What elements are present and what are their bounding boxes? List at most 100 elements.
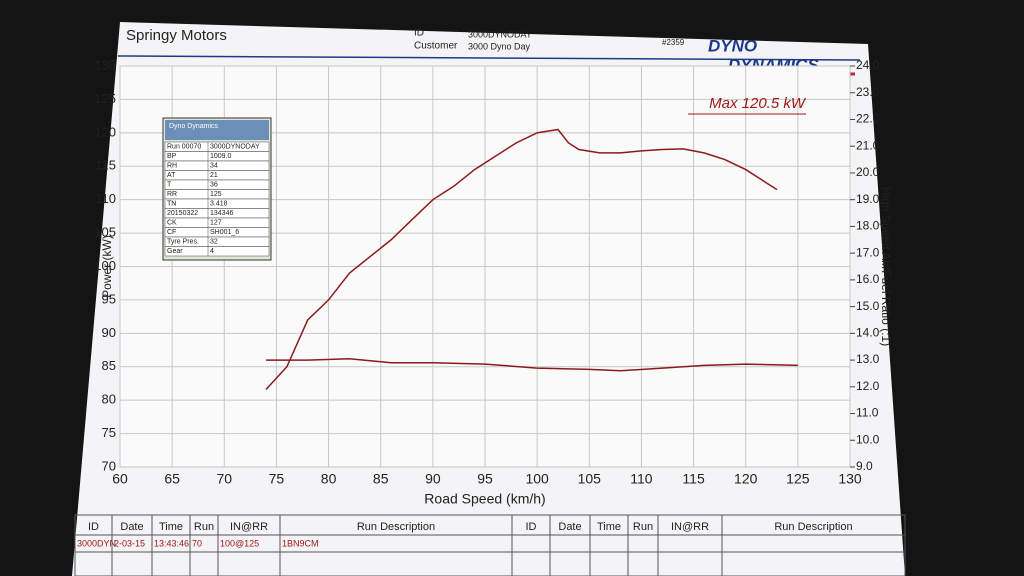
x-tick-label: 60 (112, 471, 128, 487)
table-header: IN@RR (671, 521, 709, 533)
y2-tick-label: 18.0 (856, 219, 880, 233)
table-header: Date (558, 521, 581, 533)
table-header: ID (526, 521, 537, 533)
company: Springy Motors (126, 27, 227, 44)
table-cell: 100@125 (220, 538, 259, 548)
y2-tick-label: 11.0 (856, 406, 879, 420)
info-box-title-bg (165, 120, 269, 140)
table-header: Time (159, 521, 183, 533)
x-axis-label: Road Speed (km/h) (424, 491, 545, 507)
info-key: Run 00070 (167, 144, 201, 151)
y2-tick-label: 12.0 (856, 379, 880, 393)
info-key: RR (167, 191, 177, 198)
customer-value: 3000 Dyno Day (468, 41, 531, 51)
info-key: Gear (167, 248, 183, 255)
y2-tick-label: 22.0 (856, 112, 880, 126)
table-cell: 13:43:46 (154, 538, 189, 548)
y2-tick-label: 16.0 (856, 272, 880, 286)
y-tick-label: 95 (102, 291, 116, 306)
info-value: 125 (210, 191, 222, 198)
y2-tick-label: 20.0 (856, 165, 880, 179)
table-header: Run (194, 521, 214, 533)
info-key: Tyre Pres. (167, 239, 199, 246)
y-tick-label: 80 (102, 392, 116, 407)
x-tick-label: 110 (630, 471, 653, 487)
y-tick-label: 70 (102, 458, 116, 473)
table-header: Date (120, 521, 143, 533)
y-tick-label: 130 (94, 57, 116, 72)
y-tick-label: 85 (102, 358, 116, 373)
info-box-title: Dyno Dynamics (169, 123, 219, 130)
info-value: 3.418 (210, 201, 228, 208)
info-value: 3000DYNODAY (210, 144, 260, 151)
y2-tick-label: 19.0 (856, 192, 880, 206)
y2-axis-label: High Speed Air/Fuel Ratio (:1) (879, 187, 893, 346)
y2-tick-label: 14.0 (856, 326, 880, 340)
y2-tick-label: 17.0 (856, 245, 880, 259)
info-value: 32 (210, 239, 218, 246)
y2-tick-label: 9.0 (856, 459, 873, 473)
y-tick-label: 110 (95, 191, 116, 206)
info-key: RH (167, 163, 177, 170)
id-value: 3000DYNODAY (468, 29, 532, 39)
x-tick-label: 75 (269, 471, 285, 487)
x-tick-label: 80 (321, 471, 337, 487)
x-tick-label: 70 (216, 471, 232, 487)
header-rule (117, 55, 861, 61)
y2-tick-label: 13.0 (856, 352, 880, 366)
x-tick-label: 90 (425, 471, 441, 487)
table-cell: 70 (192, 538, 202, 548)
y-tick-label: 120 (94, 124, 116, 139)
table-cell: 3000DYN (77, 538, 116, 548)
info-key: CK (167, 220, 177, 227)
table-header: Time (597, 521, 621, 533)
y2-tick-label: 21.0 (856, 138, 880, 152)
x-tick-label: 120 (734, 471, 758, 487)
customer-label: Customer (414, 41, 458, 52)
info-value: 21 (210, 172, 218, 179)
id-label: ID (414, 28, 424, 39)
data-line (266, 357, 798, 372)
x-tick-label: 100 (525, 471, 549, 487)
y2-tick-label: 23.0 (856, 85, 880, 99)
table-header: Run Description (774, 521, 852, 533)
y-axis-label: Power (kW) (100, 235, 114, 298)
y-tick-label: 90 (102, 325, 116, 340)
x-tick-label: 115 (682, 471, 705, 487)
table-header: Run (633, 521, 653, 533)
x-tick-label: 85 (373, 471, 389, 487)
table-header: Run Description (357, 521, 435, 533)
logo-top: DYNO (708, 36, 757, 55)
y-tick-label: 125 (94, 91, 116, 106)
y-tick-label: 75 (102, 425, 116, 440)
info-value: 127 (210, 220, 222, 227)
info-value: 1009.0 (210, 153, 232, 160)
table-cell: 1BN9CM (282, 538, 319, 548)
y-tick-label: 115 (95, 158, 116, 173)
table-header: ID (88, 521, 99, 533)
info-key: CF (167, 229, 176, 236)
info-key: TN (167, 201, 176, 208)
info-key: AT (167, 172, 176, 179)
y2-tick-label: 15.0 (856, 299, 880, 313)
x-tick-label: 105 (578, 471, 602, 487)
info-value: 34 (210, 163, 218, 170)
info-key: 20150322 (167, 210, 198, 217)
y2-tick-label: 10.0 (856, 432, 880, 446)
info-key: T (167, 182, 172, 189)
x-tick-label: 65 (164, 471, 180, 487)
info-key: BP (167, 153, 177, 160)
info-value: 4 (210, 248, 214, 255)
data-line (265, 128, 778, 390)
info-value: 36 (210, 182, 218, 189)
table-cell: 2-03-15 (114, 538, 145, 548)
annotation: Max 120.5 kW (709, 95, 807, 112)
x-tick-label: 95 (477, 471, 493, 487)
y-tick-label: 105 (94, 225, 116, 240)
table-frame (74, 514, 906, 576)
x-tick-label: 125 (786, 471, 810, 487)
y2-tick-label: 24.0 (856, 58, 880, 72)
info-value: SH001_6 (210, 229, 239, 236)
x-tick-label: 130 (838, 471, 862, 487)
